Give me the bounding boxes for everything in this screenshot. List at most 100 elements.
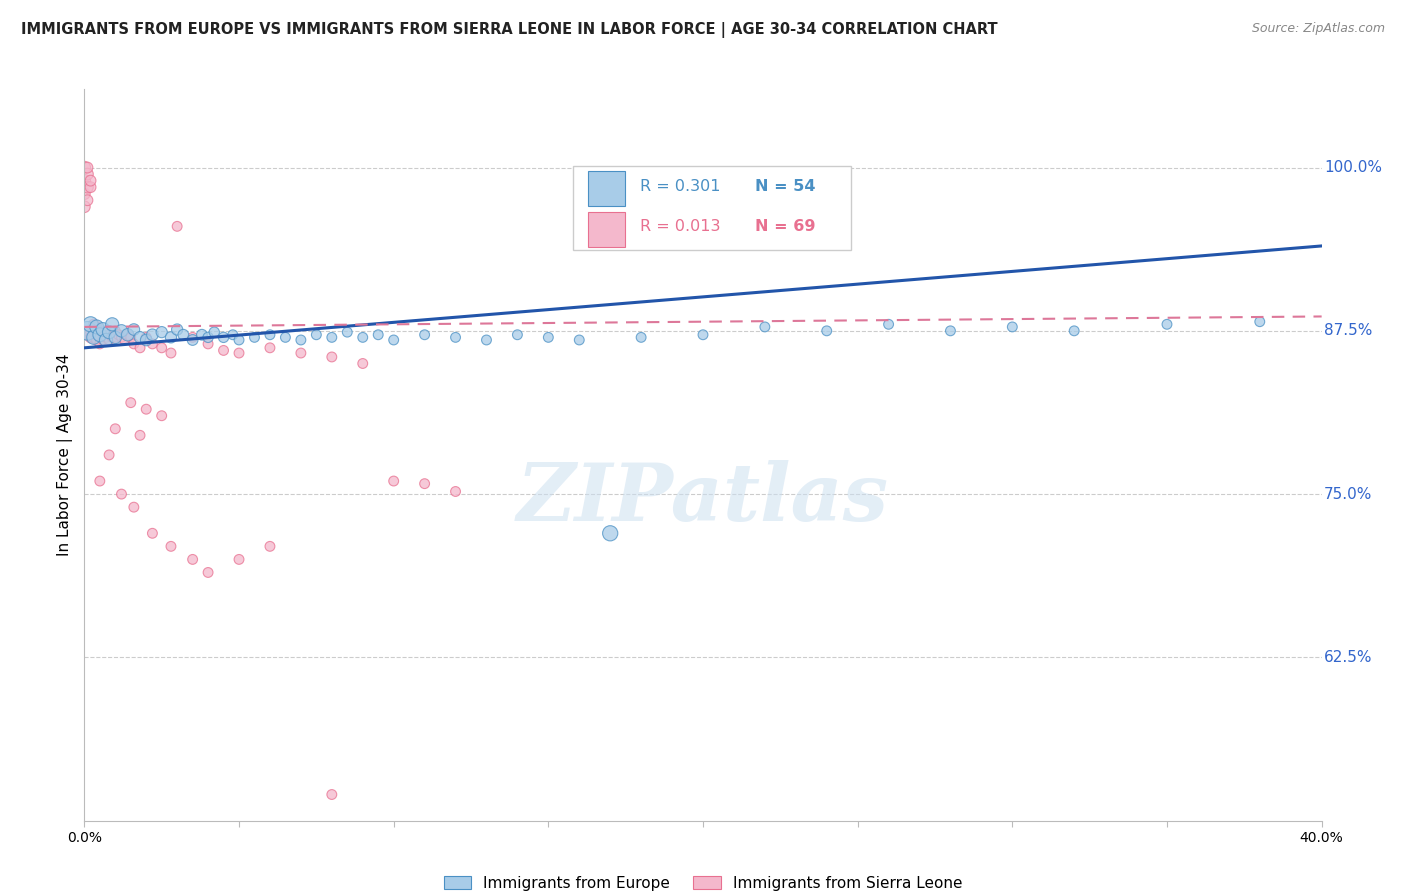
- Text: 87.5%: 87.5%: [1324, 323, 1372, 338]
- Point: [160, 346, 183, 360]
- Point: [413, 476, 436, 491]
- Point: [305, 327, 328, 342]
- Text: 62.5%: 62.5%: [1324, 650, 1372, 665]
- Text: Source: ZipAtlas.com: Source: ZipAtlas.com: [1251, 22, 1385, 36]
- Point: [197, 330, 219, 344]
- Point: [117, 327, 139, 342]
- Point: [537, 330, 560, 344]
- Point: [73, 161, 96, 175]
- Point: [120, 330, 142, 344]
- Point: [181, 552, 204, 566]
- Point: [243, 330, 266, 344]
- Text: R = 0.013: R = 0.013: [640, 219, 720, 234]
- Point: [104, 330, 127, 344]
- Point: [83, 324, 105, 338]
- Point: [150, 341, 173, 355]
- Point: [129, 330, 152, 344]
- Point: [129, 341, 152, 355]
- Point: [141, 526, 163, 541]
- Point: [110, 487, 132, 501]
- Point: [120, 395, 142, 409]
- Point: [228, 552, 250, 566]
- FancyBboxPatch shape: [588, 171, 626, 206]
- Point: [94, 324, 117, 338]
- Point: [73, 200, 96, 214]
- Point: [630, 330, 652, 344]
- Point: [94, 333, 117, 347]
- Point: [104, 330, 127, 344]
- Point: [259, 540, 281, 554]
- Point: [321, 350, 343, 364]
- Point: [274, 330, 297, 344]
- Point: [101, 318, 124, 332]
- Point: [79, 330, 101, 344]
- Point: [150, 409, 173, 423]
- Point: [1156, 318, 1178, 332]
- Text: N = 54: N = 54: [755, 178, 815, 194]
- Point: [568, 333, 591, 347]
- Point: [73, 186, 96, 201]
- Point: [290, 333, 312, 347]
- Point: [321, 330, 343, 344]
- Point: [290, 346, 312, 360]
- Point: [259, 327, 281, 342]
- Text: IMMIGRANTS FROM EUROPE VS IMMIGRANTS FROM SIERRA LEONE IN LABOR FORCE | AGE 30-3: IMMIGRANTS FROM EUROPE VS IMMIGRANTS FRO…: [21, 22, 998, 38]
- Point: [321, 788, 343, 802]
- Text: 75.0%: 75.0%: [1324, 487, 1372, 501]
- Point: [352, 357, 374, 371]
- Point: [444, 330, 467, 344]
- Point: [166, 219, 188, 234]
- Point: [212, 330, 235, 344]
- Point: [228, 346, 250, 360]
- Point: [367, 327, 389, 342]
- Point: [83, 318, 105, 332]
- Point: [104, 324, 127, 338]
- Point: [73, 174, 96, 188]
- Point: [160, 330, 183, 344]
- Point: [104, 422, 127, 436]
- Point: [1001, 320, 1024, 334]
- Point: [150, 325, 173, 339]
- Point: [212, 343, 235, 358]
- Point: [110, 324, 132, 338]
- Point: [107, 327, 129, 342]
- Point: [117, 327, 139, 342]
- Point: [91, 333, 114, 347]
- Point: [110, 330, 132, 344]
- Point: [86, 320, 108, 334]
- Point: [160, 540, 183, 554]
- Point: [166, 322, 188, 336]
- Text: 100.0%: 100.0%: [1324, 160, 1382, 175]
- Point: [202, 325, 225, 339]
- Point: [89, 330, 111, 344]
- Point: [98, 327, 121, 342]
- Point: [939, 324, 962, 338]
- Point: [86, 327, 108, 342]
- Point: [222, 327, 245, 342]
- Point: [135, 330, 157, 344]
- Point: [122, 322, 145, 336]
- Point: [1249, 315, 1271, 329]
- Point: [877, 318, 900, 332]
- Point: [76, 193, 98, 207]
- Point: [94, 330, 117, 344]
- Point: [79, 180, 101, 194]
- Point: [101, 330, 124, 344]
- Point: [181, 333, 204, 347]
- Point: [599, 526, 621, 541]
- Point: [129, 428, 152, 442]
- Point: [692, 327, 714, 342]
- Point: [98, 325, 121, 339]
- Point: [91, 327, 114, 342]
- Point: [83, 330, 105, 344]
- Point: [336, 325, 359, 339]
- FancyBboxPatch shape: [588, 211, 626, 247]
- Point: [352, 330, 374, 344]
- Point: [122, 500, 145, 515]
- Point: [135, 333, 157, 347]
- Point: [79, 174, 101, 188]
- Point: [91, 322, 114, 336]
- Point: [86, 320, 108, 334]
- Point: [141, 337, 163, 351]
- Point: [181, 330, 204, 344]
